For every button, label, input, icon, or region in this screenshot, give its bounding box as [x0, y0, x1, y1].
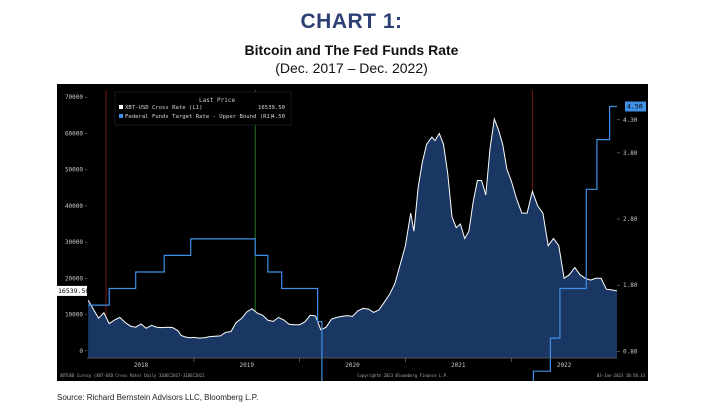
right-value-tag-label: 4.50	[627, 103, 643, 111]
legend-header: Last Price	[199, 97, 236, 104]
right-tick-label: 1.80	[623, 282, 638, 289]
legend-label-btc: XBT-USD Cross Rate (L1)	[125, 105, 202, 111]
right-tick-label: 2.80	[623, 216, 638, 223]
x-tick-label: 2020	[345, 362, 360, 369]
fed-series-line	[88, 105, 617, 389]
footer-center-note: Copyright© 2023 Bloomberg Finance L.P.	[357, 373, 449, 378]
legend-value-fed: 4.50	[272, 114, 285, 120]
chart-panel: 0 10000 20000 30000 40000 50000 60000 70000 0.8…	[57, 84, 648, 389]
left-tick-label: 70000	[65, 94, 83, 101]
x-tick-label: 2018	[134, 362, 149, 369]
right-tick-label: 0.80	[623, 348, 638, 355]
legend-swatch-btc	[119, 105, 123, 109]
right-axis-ticks: 0.80 1.80 2.80 3.80 4.30	[617, 117, 638, 355]
left-tick-label: 60000	[65, 130, 83, 137]
left-tick-label: 50000	[65, 167, 83, 174]
x-tick-label: 2019	[240, 362, 255, 369]
left-tick-label: 30000	[65, 239, 83, 246]
source-note: Source: Richard Bernstein Advisors LLC, …	[57, 393, 259, 402]
chart-title: Bitcoin and The Fed Funds Rate	[244, 42, 459, 58]
footer-right-note: 03-Jan-2023 10:58:33	[597, 373, 646, 378]
x-tick-label: 2022	[557, 362, 572, 369]
right-tick-label: 4.30	[623, 117, 638, 124]
btc-series-line	[87, 117, 618, 339]
left-axis-ticks: 0 10000 20000 30000 40000 50000 60000 70000	[65, 94, 87, 355]
left-value-tag-label: 16539.50	[58, 287, 89, 295]
left-tick-label: 0	[79, 348, 83, 355]
chart-svg: 0 10000 20000 30000 40000 50000 60000 70000 0.8…	[57, 90, 646, 389]
chart-number: CHART 1:	[300, 10, 403, 33]
footer-left-note: XBTUSD Curncy (XBT-USD Cross Rate) Daily…	[60, 373, 205, 378]
legend-value-btc: 16539.50	[258, 105, 285, 111]
chart-subtitle: (Dec. 2017 – Dec. 2022)	[275, 60, 428, 76]
legend-label-fed: Federal Funds Target Rate - Upper Bound …	[125, 114, 273, 120]
right-value-tag: 4.50	[625, 101, 646, 112]
legend: Last Price XBT-USD Cross Rate (L1) 16539…	[114, 91, 292, 126]
left-value-tag: 16539.50	[57, 285, 89, 296]
btc-area-fill	[88, 119, 618, 358]
legend-swatch-fed	[119, 114, 123, 118]
left-tick-label: 10000	[65, 312, 83, 319]
left-tick-label: 20000	[65, 275, 83, 282]
x-axis-ticks: 2018 2019 2020 2021 2022	[134, 358, 572, 369]
x-tick-label: 2021	[451, 362, 466, 369]
right-tick-label: 3.80	[623, 150, 638, 157]
left-tick-label: 40000	[65, 203, 83, 210]
